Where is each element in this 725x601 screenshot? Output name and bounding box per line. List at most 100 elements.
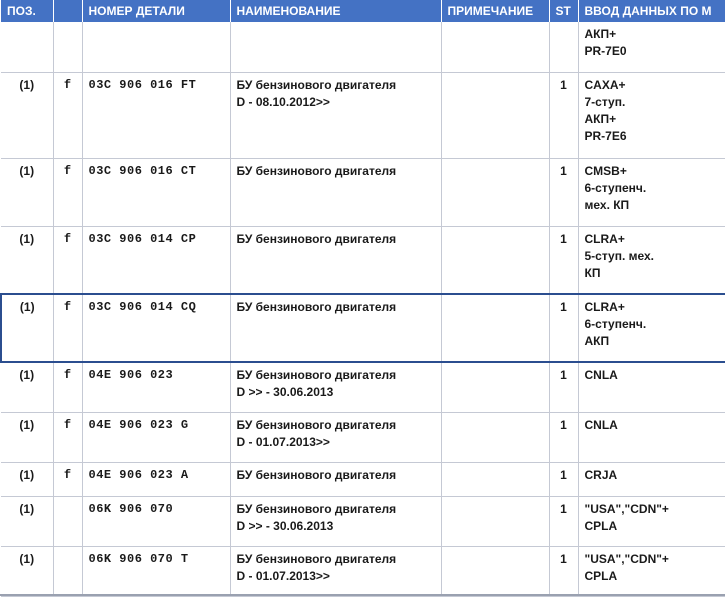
cell-name: БУ бензинового двигателя [230,293,442,363]
cell-note [441,462,550,497]
table-row[interactable]: (1) 06K 906 070 T БУ бензинового двигателя… [1,546,725,597]
cell-data-input-line: АКП+ [584,27,617,41]
table-row[interactable]: (1) f 04E 906 023 A БУ бензинового двигател… [1,462,725,497]
header-note[interactable]: ПРИМЕЧАНИЕ [441,0,550,22]
cell-data-input: АКП+ PR-7E0 [578,22,725,73]
cell-name: БУ бензинового двигателя [230,226,442,295]
header-name[interactable]: НАИМЕНОВАНИЕ [230,0,442,22]
cell-part-number: 04E 906 023 A [82,462,231,497]
cell-pos: (1) [1,496,54,547]
cell-st: 1 [549,293,579,363]
cell-note [441,22,550,73]
cell-f: f [53,462,83,497]
table-row[interactable]: (1) f 03C 906 016 CT БУ бензинового двигате… [1,158,725,227]
cell-name: БУ бензинового двигателя D - 01.07.2013>> [230,546,442,597]
cell-data-input: "USA","CDN"+ CPLA [578,496,725,547]
cell-part-number: 03C 906 014 CQ [82,293,231,363]
cell-name: БУ бензинового двигателя D - 01.07.2013>> [230,412,442,463]
header-st[interactable]: ST [549,0,579,22]
cell-data-input: "USA","CDN"+ CPLA [578,546,725,597]
cell-data-input-line: CPLA [584,518,618,533]
cell-pos [1,22,54,73]
cell-part-number: 04E 906 023 [82,362,231,413]
cell-part-number: 06K 906 070 [82,496,231,547]
header-pos[interactable]: ПОЗ. [1,0,54,22]
cell-f: f [53,412,83,463]
cell-name-line: D >> - 30.06.2013 [236,385,334,399]
table-row[interactable]: (1) 06K 906 070 БУ бензинового двигателя D … [1,496,725,547]
cell-name: БУ бензинового двигателя [230,158,442,227]
cell-pos: (1) [1,72,54,159]
cell-pos: (1) [1,362,54,413]
cell-data-input-line: CPLA [584,568,618,583]
cell-data-input: CMSB+ 6-ступенч. мех. КП [578,158,725,227]
cell-f [53,22,83,73]
cell-st: 1 [549,412,579,463]
cell-name-line: D - 08.10.2012>> [236,94,330,109]
cell-data-input: CNLA [578,362,725,413]
cell-name-line: БУ бензинового двигателя [236,467,397,482]
header-part-number[interactable]: НОМЕР ДЕТАЛИ [82,0,231,22]
cell-f: f [53,158,83,227]
cell-note [441,72,550,159]
table-row[interactable]: (1) f 03C 906 016 FT БУ бензинового двигате… [1,72,725,159]
cell-data-input-line: мех. КП [584,197,630,212]
cell-name-line: D >> - 30.06.2013 [236,518,334,533]
cell-pos: (1) [1,226,54,295]
cell-data-input-line: CRJA [584,467,618,482]
table-header-row: ПОЗ. НОМЕР ДЕТАЛИ НАИМЕНОВАНИЕ ПРИМЕЧАНИ… [1,0,725,22]
cell-name-line: D - 01.07.2013>> [236,434,330,449]
cell-pos: (1) [1,412,54,463]
cell-f [53,546,83,597]
cell-name: БУ бензинового двигателя [230,462,442,497]
cell-part-number: 03C 906 014 CP [82,226,231,295]
cell-pos: (1) [1,462,54,497]
cell-st: 1 [549,496,579,547]
cell-st: 1 [549,462,579,497]
cell-note [441,496,550,547]
cell-name-line: БУ бензинового двигателя [236,300,397,314]
cell-pos: (1) [1,158,54,227]
cell-f: f [53,293,83,363]
cell-part-number: 03C 906 016 FT [82,72,231,159]
cell-data-input-line: CLRA+ [584,300,625,314]
cell-f: f [53,226,83,295]
table-row[interactable]: (1) f 03C 906 014 CQ БУ бензинового двигате… [0,293,725,363]
cell-name-line: БУ бензинового двигателя [236,368,397,382]
cell-note [441,293,550,363]
table-row[interactable]: АКП+ PR-7E0 [1,22,725,73]
cell-note [441,226,550,295]
cell-st: 1 [549,362,579,413]
cell-data-input-line: АКП+ [584,111,617,126]
cell-part-number: 03C 906 016 CT [82,158,231,227]
cell-st [549,22,579,73]
cell-name-line: БУ бензинового двигателя [236,77,397,92]
cell-name: БУ бензинового двигателя D - 08.10.2012>> [230,72,442,159]
header-data-input[interactable]: ВВОД ДАННЫХ ПО М [578,0,725,22]
cell-data-input-line: "USA","CDN"+ [584,551,669,566]
cell-name [230,22,442,73]
cell-part-number: 06K 906 070 T [82,546,231,597]
cell-data-input-line: CMSB+ [584,163,627,178]
cell-st: 1 [549,72,579,159]
cell-data-input-line: CAXA+ [584,77,626,92]
cell-data-input: CNLA [578,412,725,463]
table-row[interactable]: (1) f 04E 906 023 G БУ бензинового двигател… [1,412,725,463]
cell-name-line: БУ бензинового двигателя [236,163,397,178]
cell-data-input-line: 6-ступенч. [584,180,647,195]
cell-data-input-line: КП [584,265,601,280]
cell-data-input-line: 5-ступ. мех. [584,248,655,263]
cell-name-line: D - 01.07.2013>> [236,568,330,583]
header-f[interactable] [53,0,83,22]
cell-note [441,412,550,463]
cell-note [441,158,550,227]
cell-name: БУ бензинового двигателя D >> - 30.06.201… [230,496,442,547]
cell-data-input-line: PR-7E6 [584,128,627,143]
cell-name-line: БУ бензинового двигателя [236,551,397,566]
table-row[interactable]: (1) f 04E 906 023 БУ бензинового двигателя D… [1,362,725,413]
cell-data-input: CLRA+ 6-ступенч. АКП [578,293,725,363]
cell-data-input-line: CLRA+ [584,231,625,246]
table-row[interactable]: (1) f 03C 906 014 CP БУ бензинового двигате… [1,226,725,295]
cell-data-input-line: CNLA [584,368,618,382]
